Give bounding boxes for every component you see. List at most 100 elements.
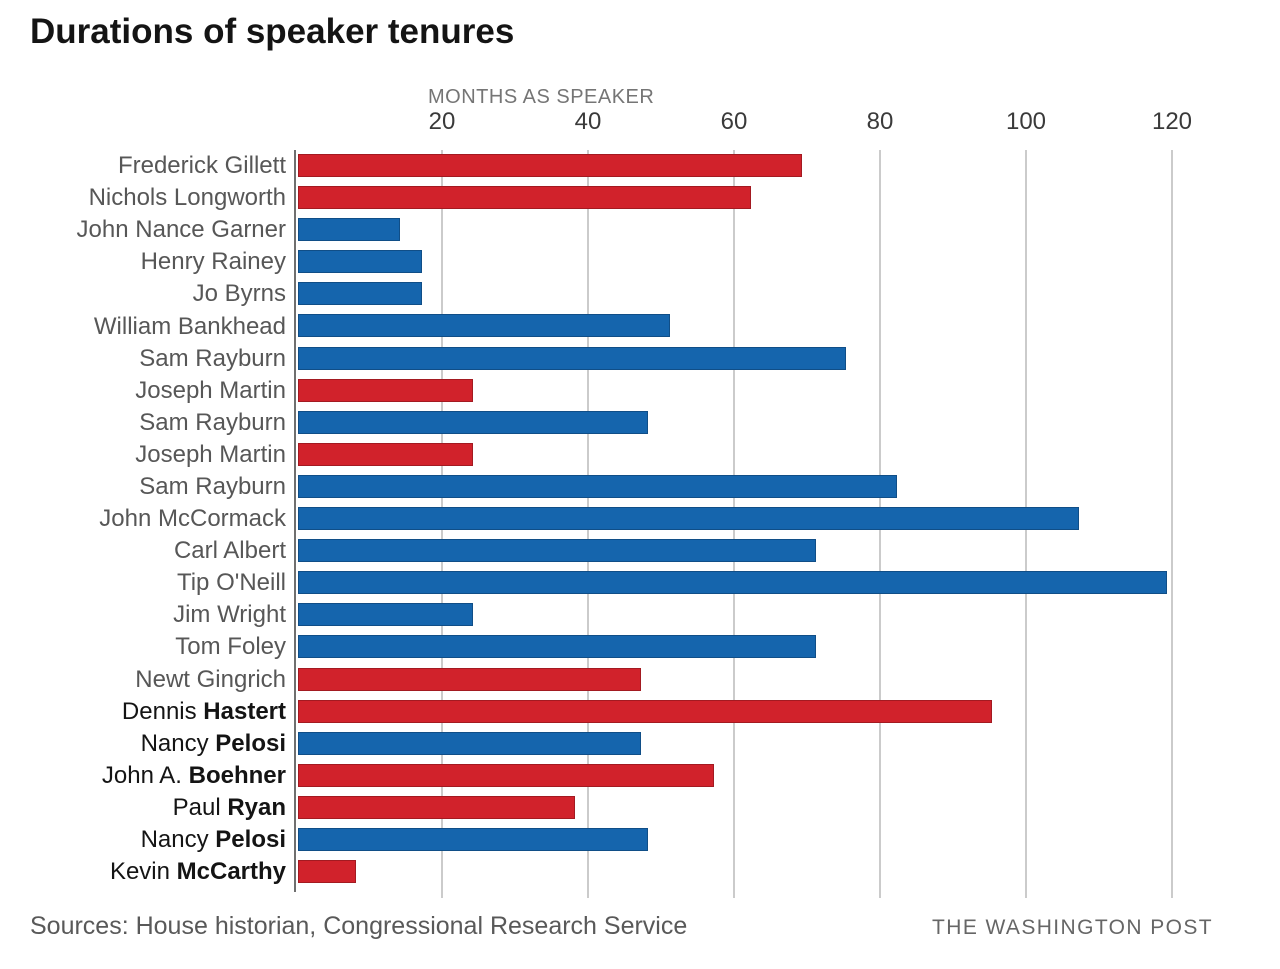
x-axis-ticks: 20 40 60 80 100 120	[296, 108, 1280, 138]
tenure-bar-republican	[298, 860, 357, 884]
tick-label: 60	[720, 108, 748, 135]
speaker-name-label: Joseph Martin	[135, 440, 286, 468]
tenure-bar-republican	[298, 763, 715, 787]
tick-label: 80	[866, 108, 894, 135]
table-row: Jo Byrns	[0, 278, 1280, 310]
speaker-name-label: Nancy Pelosi	[140, 826, 286, 854]
tick-label: 20	[428, 108, 456, 135]
bar-cell	[297, 599, 1280, 631]
table-row: Nancy Pelosi	[0, 824, 1280, 856]
tenure-bar-republican	[298, 699, 992, 723]
bar-cell	[297, 182, 1280, 214]
bar-cell	[297, 407, 1280, 439]
x-axis-label: MONTHS AS SPEAKER	[428, 86, 655, 108]
bar-cell	[297, 856, 1280, 888]
tenure-bar-democrat	[298, 603, 474, 627]
speaker-name-label: Frederick Gillett	[117, 152, 286, 180]
bar-cell	[297, 824, 1280, 856]
tenure-bar-republican	[298, 154, 802, 177]
speaker-name-label: Kevin McCarthy	[109, 858, 286, 886]
speaker-name-label: William Bankhead	[93, 312, 286, 340]
tenure-bar-democrat	[298, 827, 649, 851]
bar-cell	[297, 278, 1280, 310]
table-row: Henry Rainey	[0, 246, 1280, 278]
speaker-name-label: Nichols Longworth	[88, 184, 286, 212]
speaker-name-label: Sam Rayburn	[139, 472, 286, 500]
table-row: Joseph Martin	[0, 439, 1280, 471]
tenure-bar-republican	[298, 795, 576, 819]
bar-cell	[297, 343, 1280, 375]
sources-note: Sources: House historian, Congressional …	[30, 912, 688, 940]
bar-cell	[297, 664, 1280, 696]
bar-cell	[297, 471, 1280, 503]
tenure-bar-democrat	[298, 474, 897, 498]
table-row: Sam Rayburn	[0, 343, 1280, 375]
speaker-name-label: Dennis Hastert	[121, 697, 286, 725]
speaker-name-label: Tom Foley	[175, 633, 286, 661]
speaker-name-label: Henry Rainey	[140, 248, 286, 276]
speaker-name-label: Newt Gingrich	[135, 665, 286, 693]
table-row: Tom Foley	[0, 631, 1280, 663]
tenure-bar-republican	[298, 378, 474, 402]
bar-cell	[297, 567, 1280, 599]
tenure-bar-republican	[298, 442, 474, 466]
bar-cell	[297, 535, 1280, 567]
table-row: John McCormack	[0, 503, 1280, 535]
bar-cell	[297, 760, 1280, 792]
bar-cell	[297, 696, 1280, 728]
tenure-bar-democrat	[298, 282, 423, 306]
table-row: Frederick Gillett	[0, 150, 1280, 182]
speaker-name-label: Joseph Martin	[135, 376, 286, 404]
publisher-credit: THE WASHINGTON POST	[932, 916, 1213, 939]
table-row: Newt Gingrich	[0, 664, 1280, 696]
bar-chart: Frederick Gillett Nichols Longworth John N…	[0, 150, 1280, 898]
speaker-name-label: Paul Ryan	[172, 793, 286, 821]
table-row: Carl Albert	[0, 535, 1280, 567]
tenure-bar-democrat	[298, 539, 817, 563]
speaker-name-label: Tip O'Neill	[176, 569, 286, 597]
table-row: Dennis Hastert	[0, 696, 1280, 728]
table-row: Jim Wright	[0, 599, 1280, 631]
speaker-name-label: John Nance Garner	[76, 216, 286, 244]
bar-cell	[297, 375, 1280, 407]
tenure-bar-democrat	[298, 731, 642, 755]
tenure-bar-republican	[298, 186, 751, 210]
speaker-name-label: Sam Rayburn	[139, 408, 286, 436]
bar-cell	[297, 792, 1280, 824]
y-axis-line	[294, 150, 296, 892]
tenure-bar-democrat	[298, 410, 649, 434]
table-row: Kevin McCarthy	[0, 856, 1280, 888]
tenure-bar-democrat	[298, 571, 1167, 595]
speaker-name-label: Jim Wright	[173, 601, 286, 629]
speaker-name-label: Jo Byrns	[192, 280, 286, 308]
tenure-bar-democrat	[298, 218, 401, 242]
speaker-name-label: John McCormack	[99, 505, 286, 533]
tenure-bar-democrat	[298, 507, 1080, 531]
table-row: John A. Boehner	[0, 760, 1280, 792]
chart-title: Durations of speaker tenures	[30, 12, 515, 51]
tenure-bar-democrat	[298, 635, 817, 659]
bar-cell	[297, 150, 1280, 182]
bar-cell	[297, 246, 1280, 278]
table-row: Joseph Martin	[0, 375, 1280, 407]
bar-cell	[297, 503, 1280, 535]
bar-cell	[297, 631, 1280, 663]
bar-cell	[297, 728, 1280, 760]
table-row: Sam Rayburn	[0, 407, 1280, 439]
table-row: Sam Rayburn	[0, 471, 1280, 503]
footer: Sources: House historian, Congressional …	[30, 912, 1213, 941]
speaker-name-label: Carl Albert	[173, 537, 286, 565]
tenure-bar-democrat	[298, 346, 846, 370]
speaker-name-label: Sam Rayburn	[139, 344, 286, 372]
chart-rows: Frederick Gillett Nichols Longworth John N…	[0, 150, 1280, 888]
table-row: Tip O'Neill	[0, 567, 1280, 599]
speaker-name-label: John A. Boehner	[101, 761, 286, 789]
table-row: Nancy Pelosi	[0, 728, 1280, 760]
speaker-name-label: Nancy Pelosi	[140, 729, 286, 757]
tenure-bar-democrat	[298, 250, 423, 274]
tenure-bar-republican	[298, 667, 642, 691]
tick-label: 120	[1151, 108, 1193, 135]
tenure-bar-democrat	[298, 314, 671, 338]
tick-label: 40	[574, 108, 602, 135]
